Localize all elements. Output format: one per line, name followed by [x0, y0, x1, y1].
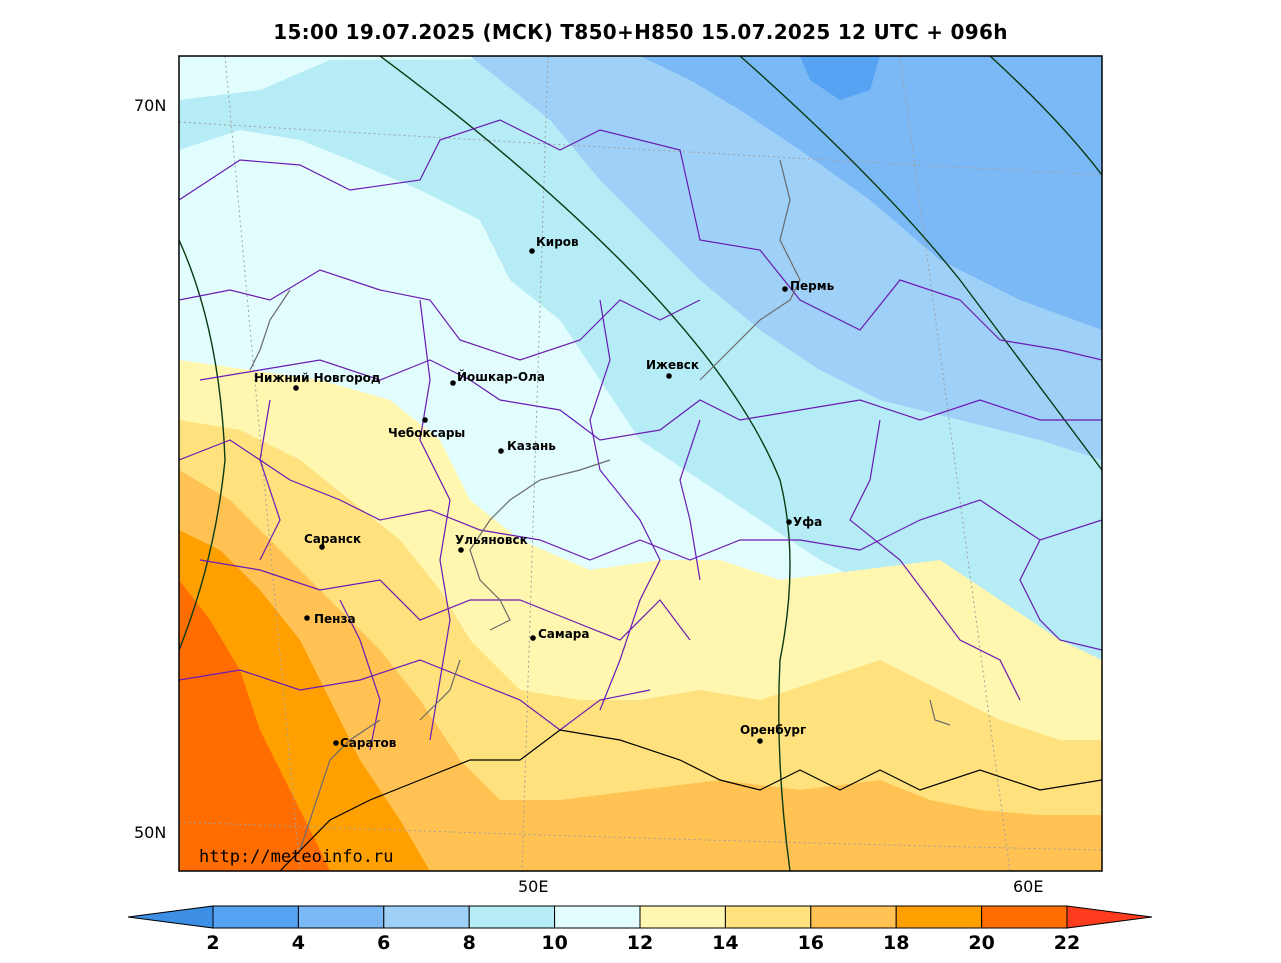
city-label-kazan: Казань [507, 439, 556, 453]
colorbar-segment [212, 905, 299, 929]
colorbar-tick-label: 20 [968, 932, 994, 954]
city-saransk: Саранск [304, 532, 361, 550]
map-title: 15:00 19.07.2025 (МСК) T850+H850 15.07.2… [273, 20, 1008, 44]
colorbar-segment [639, 905, 726, 929]
city-kazan: Казань [498, 439, 556, 454]
city-label-penza: Пенза [314, 612, 356, 626]
colorbar-tick-label: 12 [627, 932, 653, 954]
colorbar-segment [895, 905, 983, 929]
city-markers: Киров Пермь Нижний Новгород Йошкар-Ола И… [254, 235, 835, 750]
city-nizhny-novgorod: Нижний Новгород [254, 371, 381, 391]
city-perm: Пермь [782, 279, 835, 293]
city-label-ufa: Уфа [793, 515, 822, 529]
colorbar-tick-label: 22 [1054, 932, 1080, 954]
city-label-samara: Самара [538, 627, 590, 641]
map-frame [178, 55, 1103, 872]
colorbar-tick-label: 14 [712, 932, 738, 954]
city-label-orenburg: Оренбург [740, 723, 806, 737]
lon-label-60e: 60E [1013, 877, 1044, 896]
city-izhevsk: Ижевск [646, 358, 699, 379]
city-label-perm: Пермь [790, 279, 835, 293]
city-label-nizhny-novgorod: Нижний Новгород [254, 371, 381, 385]
colorbar-segment [724, 905, 812, 929]
colorbar-segments [212, 905, 1068, 929]
city-orenburg: Оренбург [740, 723, 806, 744]
colorbar-extend-low [127, 905, 214, 929]
temperature-field [179, 56, 1102, 871]
city-label-saratov: Саратов [340, 736, 397, 750]
city-label-ulyanovsk: Ульяновск [455, 533, 528, 547]
city-yoshkar-ola: Йошкар-Ола [450, 369, 545, 386]
colorbar-segment [468, 905, 556, 929]
colorbar-segment [981, 905, 1068, 929]
city-kirov: Киров [529, 235, 579, 254]
colorbar-labels: 2 4 6 8 10 12 14 16 18 20 22 [206, 932, 1080, 954]
colorbar-tick-label: 2 [206, 932, 219, 954]
city-label-saransk: Саранск [304, 532, 361, 546]
colorbar-segment [810, 905, 897, 929]
city-ufa: Уфа [786, 515, 822, 529]
lon-label-50e: 50E [518, 877, 549, 896]
colorbar-segment [554, 905, 641, 929]
city-label-kirov: Киров [536, 235, 579, 249]
city-penza: Пенза [304, 612, 356, 626]
city-samara: Самара [530, 627, 590, 641]
city-ulyanovsk: Ульяновск [455, 533, 528, 553]
city-saratov: Саратов [333, 736, 397, 750]
city-label-izhevsk: Ижевск [646, 358, 699, 372]
colorbar-tick-label: 8 [463, 932, 476, 954]
city-label-yoshkar-ola: Йошкар-Ола [457, 369, 545, 384]
credit-url: http://meteoinfo.ru [199, 847, 393, 867]
city-label-cheboksary: Чебоксары [388, 426, 465, 440]
colorbar-tick-label: 4 [292, 932, 305, 954]
city-cheboksary: Чебоксары [388, 417, 465, 440]
colorbar-extend-high [1066, 905, 1153, 929]
colorbar-segment [297, 905, 385, 929]
lat-label-50n: 50N [134, 823, 167, 842]
lat-label-70n: 70N [134, 96, 167, 115]
colorbar-tick-label: 16 [798, 932, 824, 954]
colorbar-tick-label: 10 [541, 932, 567, 954]
colorbar-tick-label: 18 [883, 932, 909, 954]
colorbar-tick-label: 6 [377, 932, 390, 954]
colorbar-segment [383, 905, 470, 929]
colorbar: 2 4 6 8 10 12 14 16 18 20 22 [127, 905, 1153, 954]
